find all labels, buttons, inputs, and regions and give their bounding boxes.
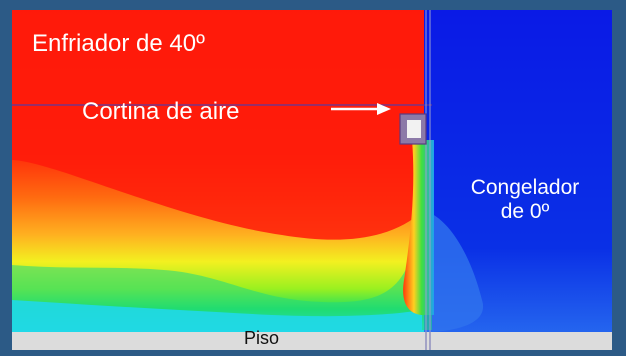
- cold-spill: [424, 210, 484, 332]
- freezer-label: Congelador de 0º: [450, 176, 600, 224]
- air-curtain-label: Cortina de aire: [82, 98, 240, 125]
- cool-floor-layer: [12, 150, 432, 330]
- freezer-label-line1: Congelador: [470, 176, 580, 199]
- floor-label: Piso: [244, 328, 280, 348]
- arrow-right-icon: [331, 103, 391, 115]
- warm-air-layer: [12, 10, 424, 240]
- temperature-simulation-image: [12, 10, 612, 350]
- coldest-floor-layer: [12, 300, 422, 332]
- simulation-frame: Enfriador de 40º Cortina de aire Congela…: [12, 10, 612, 350]
- floor: [12, 332, 612, 350]
- air-curtain-nozzle: [407, 120, 421, 138]
- cooler-label: Enfriador de 40º: [32, 30, 205, 57]
- freezer-label-line2: de 0º: [500, 200, 550, 224]
